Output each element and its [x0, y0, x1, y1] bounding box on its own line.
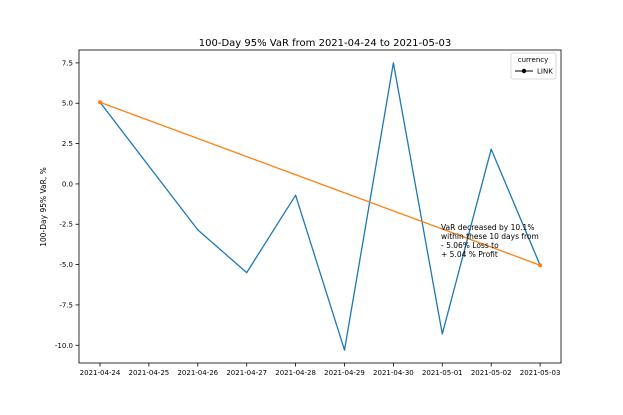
x-tick-label: 2021-04-25: [129, 369, 170, 377]
x-axis: 2021-04-24 2021-04-25 2021-04-26 2021-04-27…: [80, 363, 561, 377]
x-tick-label: 2021-04-29: [324, 369, 365, 377]
y-axis-label: 100-Day 95% VaR, %: [39, 167, 48, 247]
y-tick-label: 7.5: [62, 59, 73, 67]
legend: currency LINK: [510, 52, 557, 80]
series-line-link: [99, 62, 541, 351]
x-tick-label: 2021-04-28: [275, 369, 316, 377]
annotation-line-2: within these 10 days from: [441, 232, 539, 241]
x-tick-label: 2021-04-26: [177, 369, 218, 377]
legend-title: currency: [518, 56, 549, 64]
trend-point: [538, 263, 543, 268]
chart-title: 100-Day 95% VaR from 2021-04-24 to 2021-…: [199, 38, 451, 49]
annotation: VaR decreased by 10.1% within these 10 d…: [441, 223, 539, 259]
plot-area: [78, 49, 562, 364]
y-tick-label: -2.5: [59, 221, 73, 229]
x-tick-label: 2021-05-02: [471, 369, 512, 377]
series-layer: [98, 62, 543, 351]
annotation-line-1: VaR decreased by 10.1%: [441, 223, 534, 232]
legend-label: LINK: [537, 68, 553, 76]
trend-line: [99, 101, 541, 266]
y-tick-label: -7.5: [59, 301, 73, 309]
y-tick-label: 2.5: [62, 140, 73, 148]
x-tick-label: 2021-05-01: [422, 369, 463, 377]
trend-point: [98, 100, 102, 105]
x-tick-label: 2021-04-30: [373, 369, 414, 377]
legend-marker-swatch: [521, 68, 527, 74]
y-axis: 7.5 5.0 2.5 0.0 -2.5 -5.0 -7.5 -10.0: [55, 59, 79, 350]
annotation-line-3: - 5.06% Loss to: [441, 241, 499, 250]
legend-box: [510, 52, 557, 80]
y-tick-label: -5.0: [59, 261, 73, 269]
annotation-line-4: + 5.04 % Profit: [441, 250, 498, 259]
y-tick-label: 0.0: [62, 180, 73, 188]
y-tick-label: 5.0: [62, 100, 73, 108]
x-tick-label: 2021-04-24: [80, 369, 121, 377]
x-tick-label: 2021-04-27: [226, 369, 267, 377]
y-tick-label: -10.0: [55, 342, 73, 350]
x-tick-label: 2021-05-03: [520, 369, 561, 377]
